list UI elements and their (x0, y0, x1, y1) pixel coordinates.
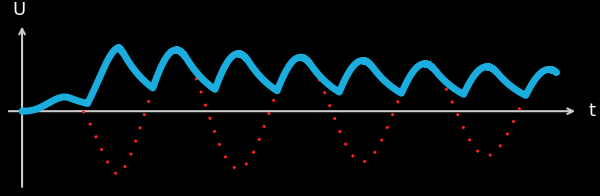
Text: t: t (589, 102, 596, 120)
Text: U: U (13, 1, 26, 19)
